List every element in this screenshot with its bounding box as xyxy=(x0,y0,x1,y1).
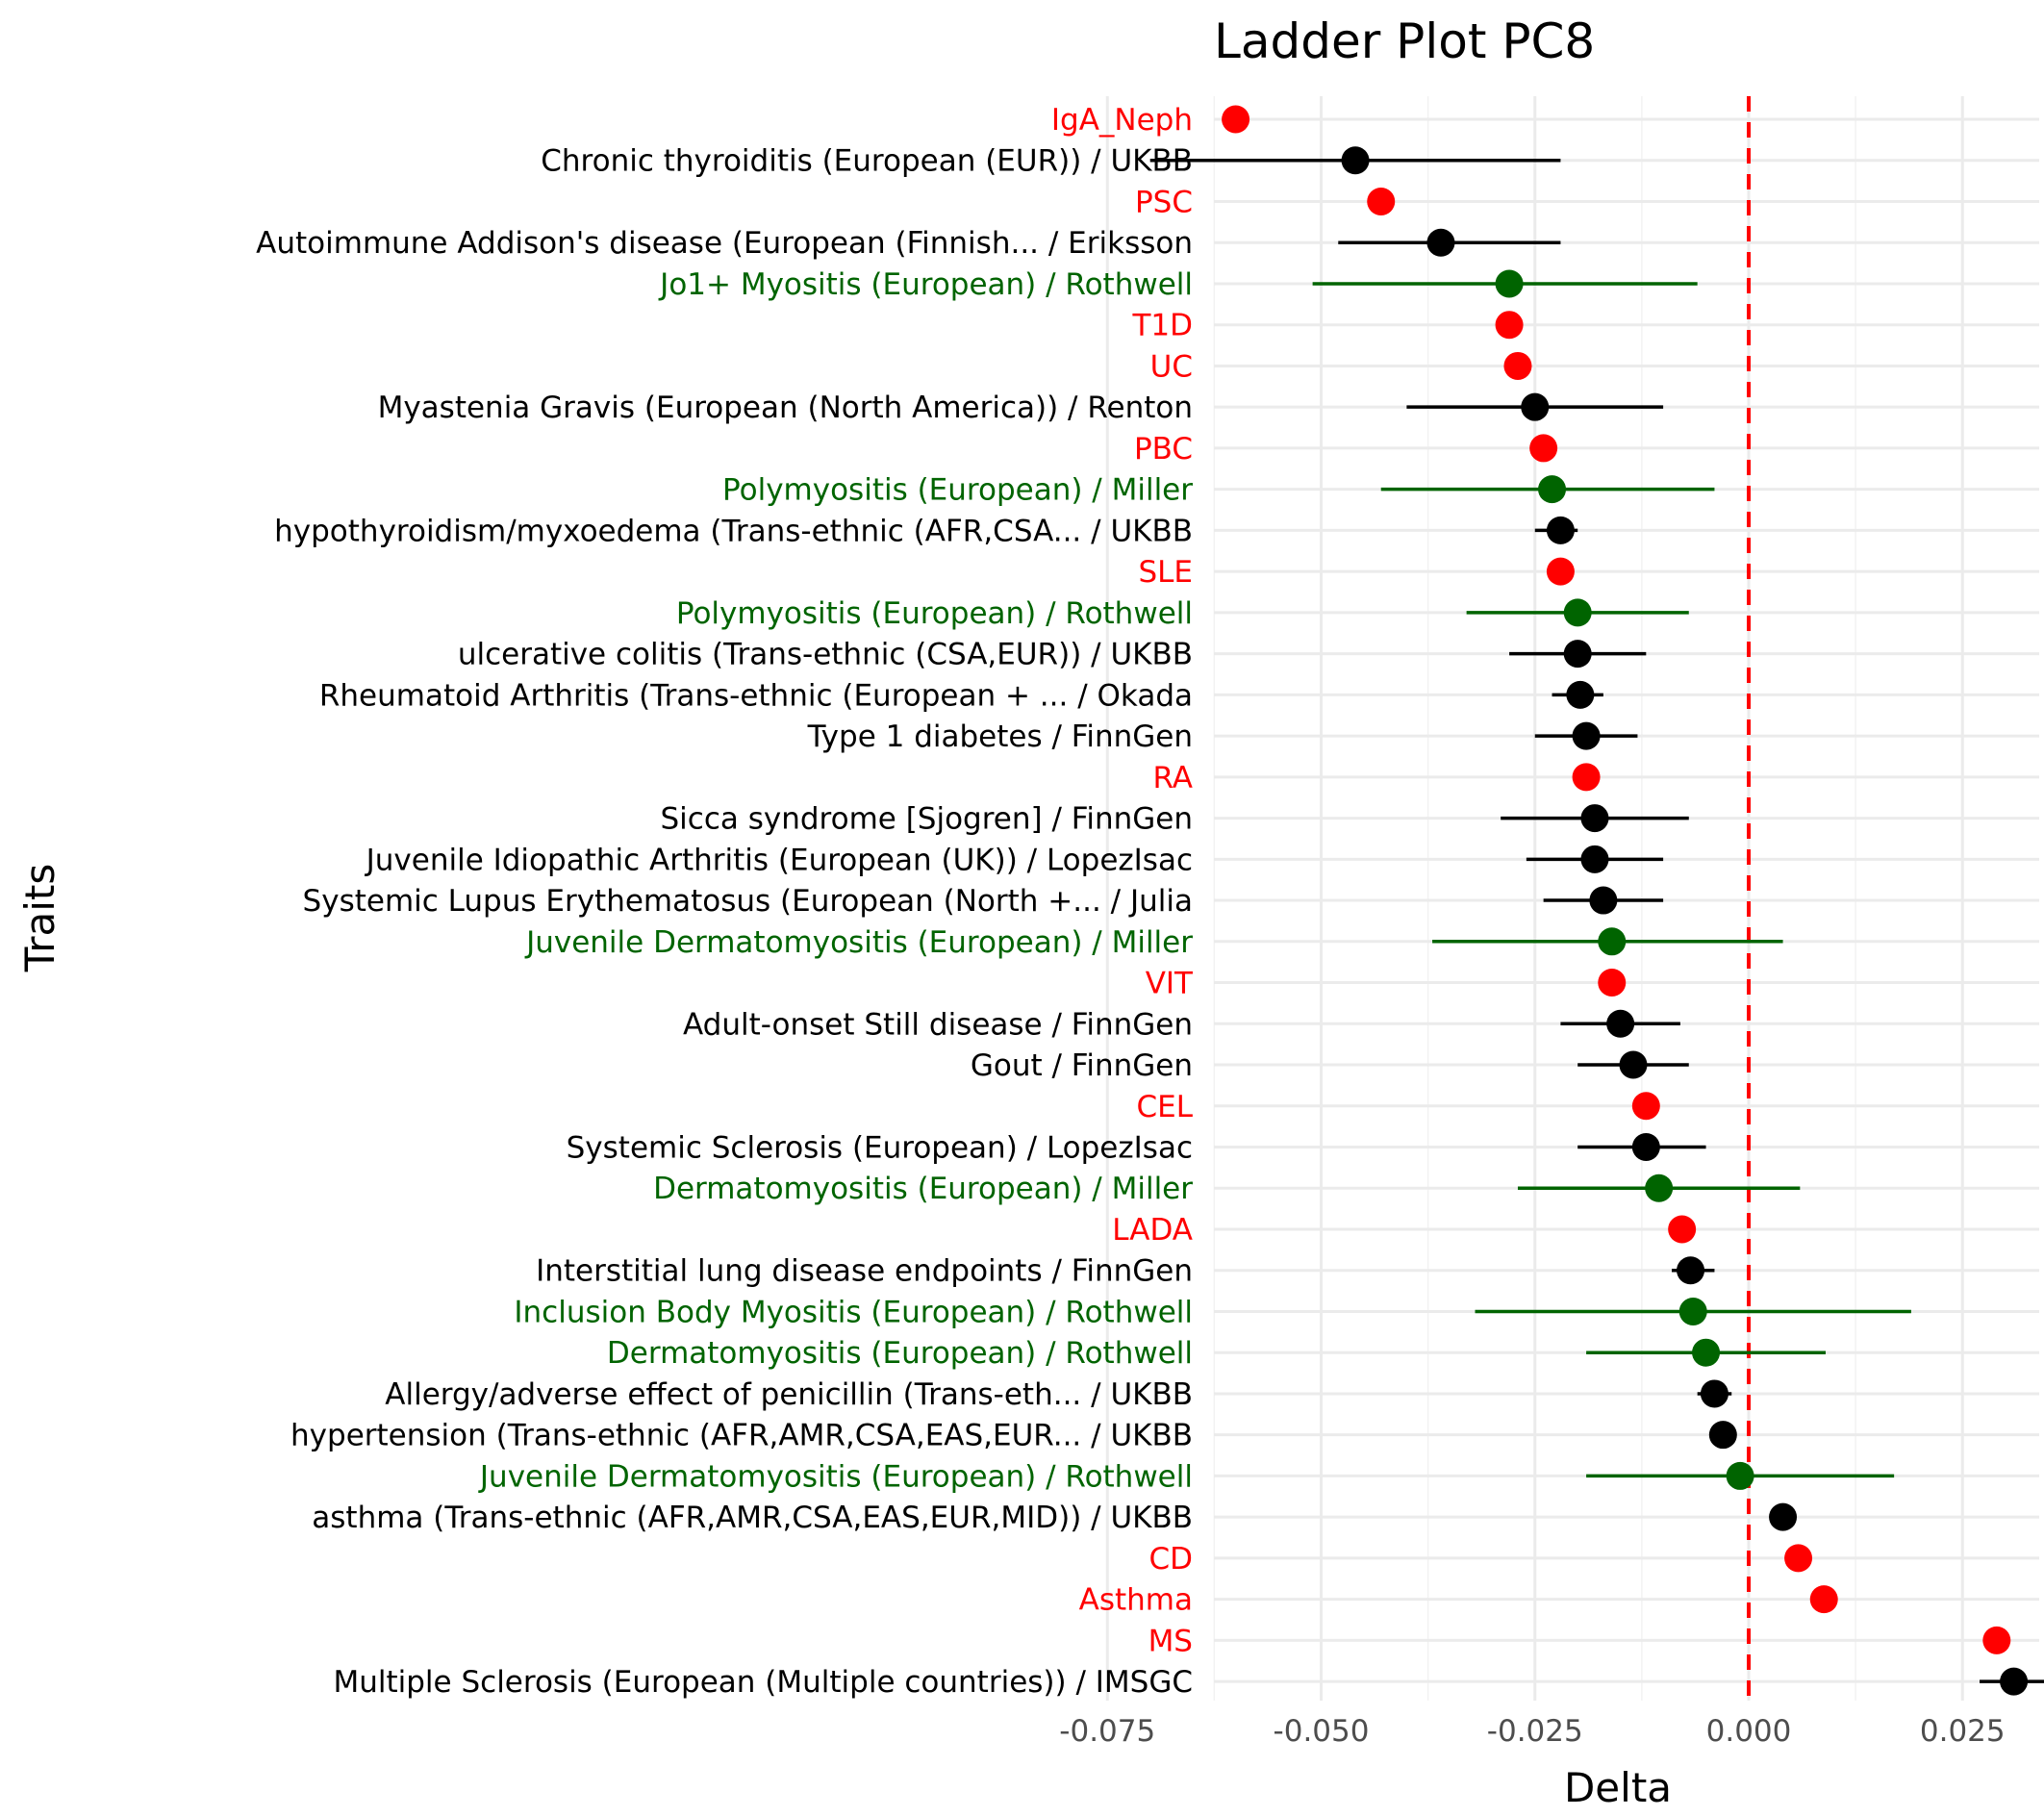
y-tick-labels: IgA_Neph Chronic thyroiditis (European (E… xyxy=(256,103,1194,1700)
data-point xyxy=(1619,1050,1648,1079)
y-tick-label: SLE xyxy=(1138,555,1193,590)
data-point xyxy=(1589,886,1618,915)
data-point xyxy=(1566,680,1595,709)
data-point xyxy=(1784,1544,1813,1573)
data-point xyxy=(1538,475,1567,504)
y-tick-label: Gout / FinnGen xyxy=(971,1048,1193,1083)
data-point xyxy=(1546,516,1575,544)
y-tick-label: Multiple Sclerosis (European (Multiple c… xyxy=(333,1665,1193,1700)
data-point xyxy=(1598,969,1627,997)
y-tick-label: Sicca syndrome [Sjogren] / FinnGen xyxy=(661,802,1194,837)
y-tick-label: ulcerative colitis (Trans-ethnic (CSA,EU… xyxy=(458,638,1193,672)
x-tick-label: 0.025 xyxy=(1920,1714,2006,1749)
data-point xyxy=(1598,927,1627,956)
data-point xyxy=(1678,1297,1707,1325)
grid xyxy=(1105,96,2039,1701)
data-point xyxy=(1367,187,1396,215)
data-point xyxy=(1726,1461,1754,1490)
data-point xyxy=(1668,1215,1697,1244)
data-point xyxy=(2000,1667,2029,1696)
y-tick-label: UC xyxy=(1150,349,1193,384)
y-tick-label: Polymyositis (European) / Miller xyxy=(722,473,1193,508)
data-point xyxy=(1426,228,1455,257)
y-tick-label: Juvenile Idiopathic Arthritis (European … xyxy=(365,843,1193,877)
y-tick-label: Chronic thyroiditis (European (EUR)) / U… xyxy=(541,144,1193,179)
data-point xyxy=(1700,1379,1729,1408)
y-tick-label: Rheumatoid Arthritis (Trans-ethnic (Euro… xyxy=(319,678,1193,713)
y-tick-label: hypertension (Trans-ethnic (AFR,AMR,CSA,… xyxy=(290,1419,1193,1453)
data-point xyxy=(1708,1421,1737,1450)
data-point xyxy=(1495,269,1524,298)
data-marks xyxy=(1149,105,2044,1696)
data-point xyxy=(1769,1502,1798,1531)
y-tick-label: LADA xyxy=(1112,1213,1193,1248)
data-point xyxy=(1580,804,1609,833)
y-tick-label: Juvenile Dermatomyositis (European) / Ro… xyxy=(478,1459,1193,1494)
x-tick-label: 0.000 xyxy=(1706,1714,1792,1749)
x-axis-title: Delta xyxy=(1564,1764,1672,1811)
data-point xyxy=(1572,721,1601,750)
data-point xyxy=(1529,434,1558,463)
y-tick-label: T1D xyxy=(1131,309,1193,343)
y-tick-label: RA xyxy=(1153,761,1194,795)
y-tick-label: MS xyxy=(1148,1624,1193,1658)
y-tick-label: CD xyxy=(1148,1542,1193,1577)
y-tick-label: Adult-onset Still disease / FinnGen xyxy=(683,1007,1193,1042)
y-tick-label: Autoimmune Addison's disease (European (… xyxy=(256,226,1193,261)
data-point xyxy=(1563,598,1592,627)
y-tick-label: Juvenile Dermatomyositis (European) / Mi… xyxy=(524,925,1193,960)
data-point xyxy=(1606,1009,1635,1038)
data-point xyxy=(1572,763,1601,792)
y-tick-label: CEL xyxy=(1136,1090,1193,1124)
y-tick-label: IgA_Neph xyxy=(1051,103,1193,138)
y-tick-label: Jo1+ Myositis (European) / Rothwell xyxy=(658,267,1193,302)
data-point xyxy=(1521,392,1550,421)
y-tick-label: asthma (Trans-ethnic (AFR,AMR,CSA,EAS,EU… xyxy=(312,1501,1193,1535)
data-point xyxy=(1580,845,1609,873)
data-point xyxy=(1503,351,1532,380)
y-tick-label: Allergy/adverse effect of penicillin (Tr… xyxy=(385,1377,1193,1412)
data-point xyxy=(1631,1092,1660,1121)
y-tick-label: Asthma xyxy=(1079,1583,1193,1618)
y-tick-label: PBC xyxy=(1134,432,1193,467)
y-tick-label: Dermatomyositis (European) / Miller xyxy=(653,1172,1193,1206)
data-point xyxy=(1563,640,1592,669)
y-tick-label: Interstitial lung disease endpoints / Fi… xyxy=(536,1254,1193,1289)
y-tick-label: VIT xyxy=(1146,967,1194,1001)
data-point xyxy=(1341,146,1370,175)
data-point xyxy=(1982,1626,2011,1654)
y-tick-label: PSC xyxy=(1135,185,1193,219)
data-point xyxy=(1677,1256,1705,1285)
data-point xyxy=(1222,105,1250,134)
data-point xyxy=(1809,1585,1838,1614)
x-tick-labels: -0.075 -0.050 -0.025 0.000 0.025 xyxy=(1059,1714,2005,1749)
y-tick-label: Systemic Lupus Erythematosus (European (… xyxy=(303,884,1193,919)
data-point xyxy=(1645,1173,1674,1202)
y-tick-label: hypothyroidism/myxoedema (Trans-ethnic (… xyxy=(274,514,1193,548)
y-tick-label: Inclusion Body Myositis (European) / Rot… xyxy=(514,1295,1193,1329)
x-tick-label: -0.025 xyxy=(1487,1714,1583,1749)
y-tick-label: Type 1 diabetes / FinnGen xyxy=(807,719,1193,754)
y-axis-title: Traits xyxy=(16,864,63,973)
data-point xyxy=(1692,1338,1721,1367)
y-tick-label: Systemic Sclerosis (European) / LopezIsa… xyxy=(567,1131,1193,1166)
data-point xyxy=(1495,311,1524,340)
chart-title: Ladder Plot PC8 xyxy=(1214,13,1595,69)
x-tick-label: -0.050 xyxy=(1274,1714,1370,1749)
x-tick-label: -0.075 xyxy=(1059,1714,1155,1749)
y-tick-label: Polymyositis (European) / Rothwell xyxy=(676,596,1193,631)
data-point xyxy=(1546,557,1575,586)
data-point xyxy=(1631,1133,1660,1161)
y-tick-label: Myastenia Gravis (European (North Americ… xyxy=(378,391,1193,425)
y-tick-label: Dermatomyositis (European) / Rothwell xyxy=(607,1336,1193,1371)
